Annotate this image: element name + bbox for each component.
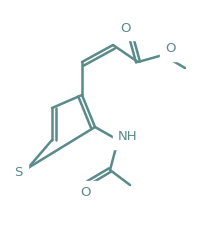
Text: O: O — [165, 43, 175, 55]
Text: O: O — [80, 186, 91, 199]
Text: S: S — [14, 166, 22, 180]
Text: O: O — [120, 22, 131, 35]
Text: NH: NH — [118, 131, 137, 144]
